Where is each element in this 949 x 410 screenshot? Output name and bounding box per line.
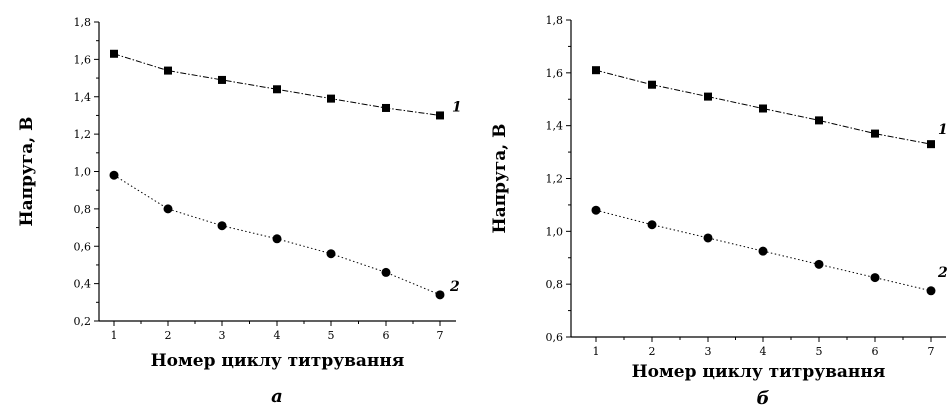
series-label: 2 bbox=[449, 279, 460, 295]
y-tick-label: 1,4 bbox=[546, 120, 564, 133]
x-tick-label: 2 bbox=[165, 329, 172, 342]
series-1-square-point bbox=[110, 49, 118, 58]
series-1-square-point bbox=[382, 103, 390, 112]
series-1-square-point bbox=[218, 75, 226, 84]
x-tick-label: 4 bbox=[760, 345, 767, 358]
x-tick-label: 7 bbox=[437, 329, 444, 342]
y-tick-label: 0,6 bbox=[74, 240, 92, 253]
series-1-square-point bbox=[815, 116, 823, 125]
series-2-circle-point bbox=[647, 220, 657, 230]
y-axis-title: Напруга, В bbox=[17, 117, 37, 227]
x-tick-label: 6 bbox=[872, 345, 879, 358]
y-tick-label: 1,2 bbox=[74, 128, 92, 141]
series-2-circle-point bbox=[703, 233, 713, 243]
series-2-circle-point bbox=[381, 267, 391, 277]
y-tick-label: 1,0 bbox=[546, 225, 564, 238]
x-tick-label: 5 bbox=[816, 345, 823, 358]
y-tick-label: 1,6 bbox=[74, 53, 92, 66]
y-tick-label: 0,8 bbox=[74, 203, 92, 216]
y-tick-label: 1,0 bbox=[74, 166, 92, 179]
x-tick-label: 2 bbox=[649, 345, 656, 358]
series-2-circle-point bbox=[326, 249, 336, 259]
series-1-square-point bbox=[273, 85, 281, 94]
x-axis-title: Номер циклу титрування bbox=[151, 351, 405, 371]
y-tick-label: 1,8 bbox=[546, 14, 564, 27]
series-1-square-point bbox=[592, 66, 600, 75]
x-axis-title: Номер циклу титрування bbox=[632, 362, 886, 382]
x-tick-label: 4 bbox=[274, 329, 281, 342]
y-axis-title: Напруга, В bbox=[490, 124, 510, 234]
x-tick-label: 5 bbox=[328, 329, 335, 342]
y-tick-label: 0,6 bbox=[546, 331, 564, 344]
panel-label: a bbox=[271, 386, 283, 407]
x-tick-label: 1 bbox=[111, 329, 118, 342]
series-2-circle-point bbox=[109, 170, 119, 180]
y-tick-label: 1,8 bbox=[74, 16, 92, 29]
y-tick-label: 0,8 bbox=[546, 278, 564, 291]
series-2-circle-point bbox=[217, 221, 227, 231]
series-1-square-point bbox=[436, 111, 444, 120]
series-1-square-point bbox=[648, 80, 656, 89]
series-1-square-point bbox=[327, 94, 335, 103]
series-1-square-point bbox=[164, 66, 172, 75]
series-1-square-point bbox=[871, 129, 879, 138]
chart-panel-1: 0,2 0,4 0,6 0,8 1,0 1,2 1,4 1,6 1,8 1 2 3 4 5 6 7 Номер … bbox=[17, 16, 462, 407]
y-tick-label: 0,4 bbox=[74, 278, 92, 291]
y-tick-label: 1,6 bbox=[546, 67, 564, 80]
x-tick-label: 7 bbox=[928, 345, 935, 358]
panel-label: б bbox=[757, 388, 770, 409]
series-2-circle-point bbox=[272, 234, 282, 244]
series-2-circle-point bbox=[163, 204, 173, 214]
x-tick-label: 3 bbox=[705, 345, 712, 358]
series-label: 1 bbox=[452, 99, 462, 115]
series-2-circle-point bbox=[758, 246, 768, 256]
series-1-line bbox=[113, 53, 441, 116]
series-2-circle-point bbox=[435, 290, 445, 300]
x-tick-label: 1 bbox=[593, 345, 600, 358]
series-1-square-point bbox=[759, 104, 767, 113]
series-2-circle-point bbox=[814, 259, 824, 269]
series-2-circle-point bbox=[591, 205, 601, 215]
series-label: 1 bbox=[938, 122, 948, 138]
x-tick-label: 3 bbox=[219, 329, 226, 342]
y-tick-label: 1,4 bbox=[74, 91, 92, 104]
y-tick-label: 0,2 bbox=[74, 315, 92, 328]
series-1-square-point bbox=[704, 92, 712, 101]
series-1-square-point bbox=[927, 140, 935, 149]
chart-panel-2: 0,6 0,8 1,0 1,2 1,4 1,6 1,8 1 2 3 4 5 6 7 Номер циклу … bbox=[490, 14, 948, 409]
series-2-circle-point bbox=[926, 286, 936, 296]
series-2-circle-point bbox=[870, 273, 880, 283]
y-tick-label: 1,2 bbox=[546, 173, 564, 186]
x-tick-label: 6 bbox=[383, 329, 390, 342]
series-label: 2 bbox=[937, 265, 948, 281]
